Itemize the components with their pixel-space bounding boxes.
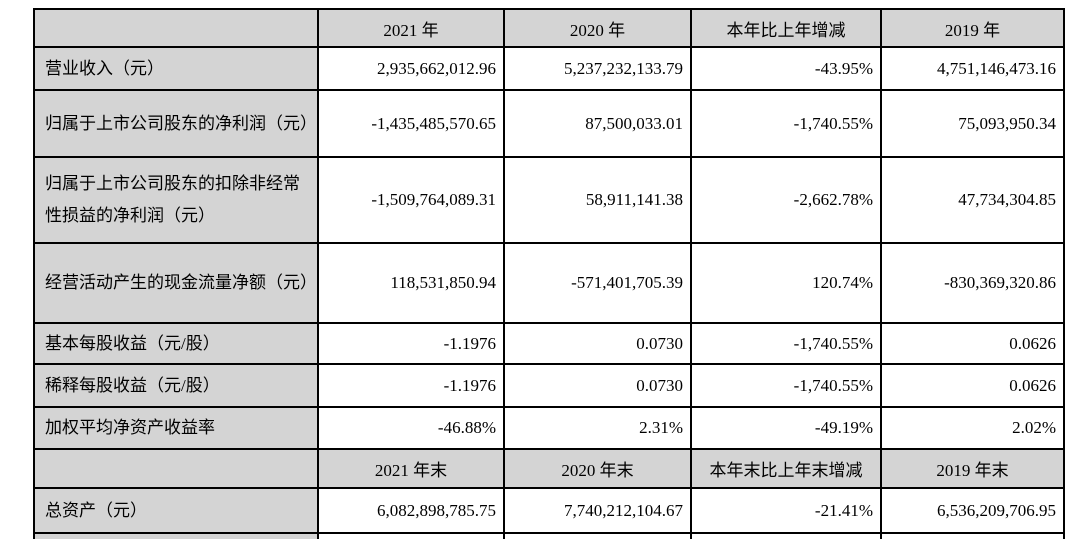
col-header-2020-end: 2020 年末 <box>503 448 692 489</box>
row-label: 加权平均净资产收益率 <box>33 406 319 450</box>
value-cell: 0.0730 <box>503 363 692 408</box>
value-cell: -1,435,485,570.65 <box>317 89 505 158</box>
value-cell: 0.0626 <box>880 322 1065 365</box>
row-label: 基本每股收益（元/股） <box>33 322 319 365</box>
value-cell: 0.0730 <box>503 322 692 365</box>
table-row-basic-eps: 基本每股收益（元/股） -1.1976 0.0730 -1,740.55% 0.… <box>33 322 1065 365</box>
col-header-yoy-change: 本年比上年增减 <box>690 8 882 48</box>
value-cell: -1,740.55% <box>690 363 882 408</box>
value-cell: 2.31% <box>503 406 692 450</box>
value-cell: 7,740,212,104.67 <box>503 487 692 534</box>
value-cell: -830,369,320.86 <box>880 242 1065 324</box>
value-cell: 47,734,304.85 <box>880 156 1065 244</box>
key-financials-table: 2021 年 2020 年 本年比上年增减 2019 年 营业收入（元） 2,9… <box>33 8 1065 539</box>
row-label: 归属于上市公司股东的扣除非经常性损益的净利润（元） <box>33 156 319 244</box>
value-cell: -43.95% <box>690 46 882 91</box>
row-label: 归属于上市公司股东的净利润（元） <box>33 89 319 158</box>
table-row-total-assets: 总资产（元） 6,082,898,785.75 7,740,212,104.67… <box>33 487 1065 534</box>
row-label: 经营活动产生的现金流量净额（元） <box>33 242 319 324</box>
table-row-revenue: 营业收入（元） 2,935,662,012.96 5,237,232,133.7… <box>33 46 1065 91</box>
value-cell: -1,509,764,089.31 <box>317 156 505 244</box>
value-cell: 6,536,209,706.95 <box>880 487 1065 534</box>
row-label: 总资产（元） <box>33 487 319 534</box>
value-cell: 0.0626 <box>880 363 1065 408</box>
table-row-net-profit-excl-nonrecurring: 归属于上市公司股东的扣除非经常性损益的净利润（元） -1,509,764,089… <box>33 156 1065 244</box>
table-header-annual: 2021 年 2020 年 本年比上年增减 2019 年 <box>33 8 1065 48</box>
col-header-2020: 2020 年 <box>503 8 692 48</box>
col-header-2019-end: 2019 年末 <box>880 448 1065 489</box>
value-cell: -46.88% <box>317 406 505 450</box>
table-row-weighted-avg-roe: 加权平均净资产收益率 -46.88% 2.31% -49.19% 2.02% <box>33 406 1065 450</box>
value-cell: -1.1976 <box>317 322 505 365</box>
value-cell: -2,662.78% <box>690 156 882 244</box>
value-cell: 58,911,141.38 <box>503 156 692 244</box>
value-cell: -21.41% <box>690 487 882 534</box>
col-header-2021-end: 2021 年末 <box>317 448 505 489</box>
value-cell: 2.02% <box>880 406 1065 450</box>
corner-cell <box>33 8 319 48</box>
value-cell: 6,082,898,785.75 <box>317 487 505 534</box>
value-cell: -1,740.55% <box>690 89 882 158</box>
value-cell: -571,401,705.39 <box>503 242 692 324</box>
col-header-year-end-change: 本年末比上年末增减 <box>690 448 882 489</box>
value-cell: -1.1976 <box>317 363 505 408</box>
col-header-2021: 2021 年 <box>317 8 505 48</box>
value-cell: 87,500,033.01 <box>503 89 692 158</box>
value-cell: -49.19% <box>690 406 882 450</box>
table-row-cutoff <box>33 532 1065 539</box>
corner-cell <box>33 448 319 489</box>
value-cell: 5,237,232,133.79 <box>503 46 692 91</box>
table-header-year-end: 2021 年末 2020 年末 本年末比上年末增减 2019 年末 <box>33 448 1065 489</box>
value-cell: -1,740.55% <box>690 322 882 365</box>
table-row-diluted-eps: 稀释每股收益（元/股） -1.1976 0.0730 -1,740.55% 0.… <box>33 363 1065 408</box>
row-label: 营业收入（元） <box>33 46 319 91</box>
value-cell: 2,935,662,012.96 <box>317 46 505 91</box>
table-row-net-profit: 归属于上市公司股东的净利润（元） -1,435,485,570.65 87,50… <box>33 89 1065 158</box>
table-row-operating-cash-flow: 经营活动产生的现金流量净额（元） 118,531,850.94 -571,401… <box>33 242 1065 324</box>
value-cell: 118,531,850.94 <box>317 242 505 324</box>
value-cell: 4,751,146,473.16 <box>880 46 1065 91</box>
col-header-2019: 2019 年 <box>880 8 1065 48</box>
value-cell: 120.74% <box>690 242 882 324</box>
value-cell: 75,093,950.34 <box>880 89 1065 158</box>
row-label: 稀释每股收益（元/股） <box>33 363 319 408</box>
